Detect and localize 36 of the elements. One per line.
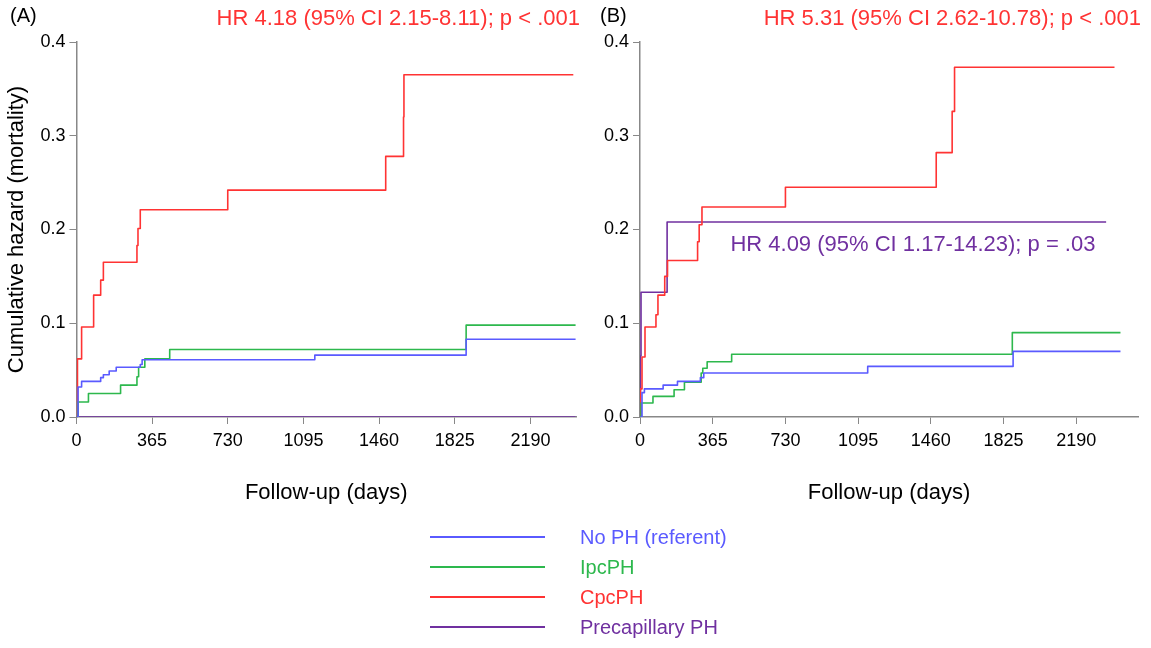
x-tick-label: 0 (635, 429, 646, 450)
text: HR 4.18 (95% CI 2.15-8.11); p < .001 (216, 5, 580, 31)
text: Precapillary PH (580, 615, 718, 639)
x-tick-label: 730 (212, 429, 243, 450)
x-tick-label: 1825 (434, 429, 475, 450)
x-axis-title: Follow-up (days) (807, 478, 971, 504)
annotation: HR 4.09 (95% CI 1.17-14.23); p = .03 (730, 231, 1096, 257)
text: HR 5.31 (95% CI 2.62-10.78); p < .001 (763, 5, 1141, 31)
x-tick-label: 1460 (910, 429, 951, 450)
x-tick-label: 1460 (359, 429, 400, 450)
y-tick-label: 0.0 (603, 405, 630, 426)
x-tick-label: 1095 (283, 429, 324, 450)
text: IpcPH (580, 555, 635, 579)
x-tick-label: 365 (697, 429, 728, 450)
x-tick-label: 1095 (838, 429, 879, 450)
y-tick-label: 0.1 (40, 312, 66, 333)
y-tick-label: 0.3 (603, 124, 630, 145)
y-tick-label: 0.4 (40, 30, 66, 51)
chart-title: (B) (600, 3, 627, 26)
y-tick-label: 0.4 (603, 30, 630, 51)
y-tick-label: 0.0 (40, 405, 66, 426)
chart-title: (A) (10, 3, 37, 26)
x-tick-label: 2190 (1056, 429, 1097, 450)
y-tick-label: 0.2 (40, 218, 66, 239)
y-tick-label: 0.3 (40, 124, 66, 145)
y-axis-title: Cumulative hazard (mortality) (3, 85, 29, 374)
x-tick-label: 730 (770, 429, 801, 450)
x-tick-label: 365 (137, 429, 168, 450)
x-tick-label: 0 (71, 429, 82, 450)
text: No PH (referent) (580, 525, 727, 549)
y-tick-label: 0.1 (603, 312, 630, 333)
text: CpcPH (580, 585, 644, 609)
x-tick-label: 1825 (983, 429, 1024, 450)
y-tick-label: 0.2 (603, 218, 630, 239)
x-tick-label: 2190 (510, 429, 551, 450)
x-axis-title: Follow-up (days) (244, 478, 408, 504)
